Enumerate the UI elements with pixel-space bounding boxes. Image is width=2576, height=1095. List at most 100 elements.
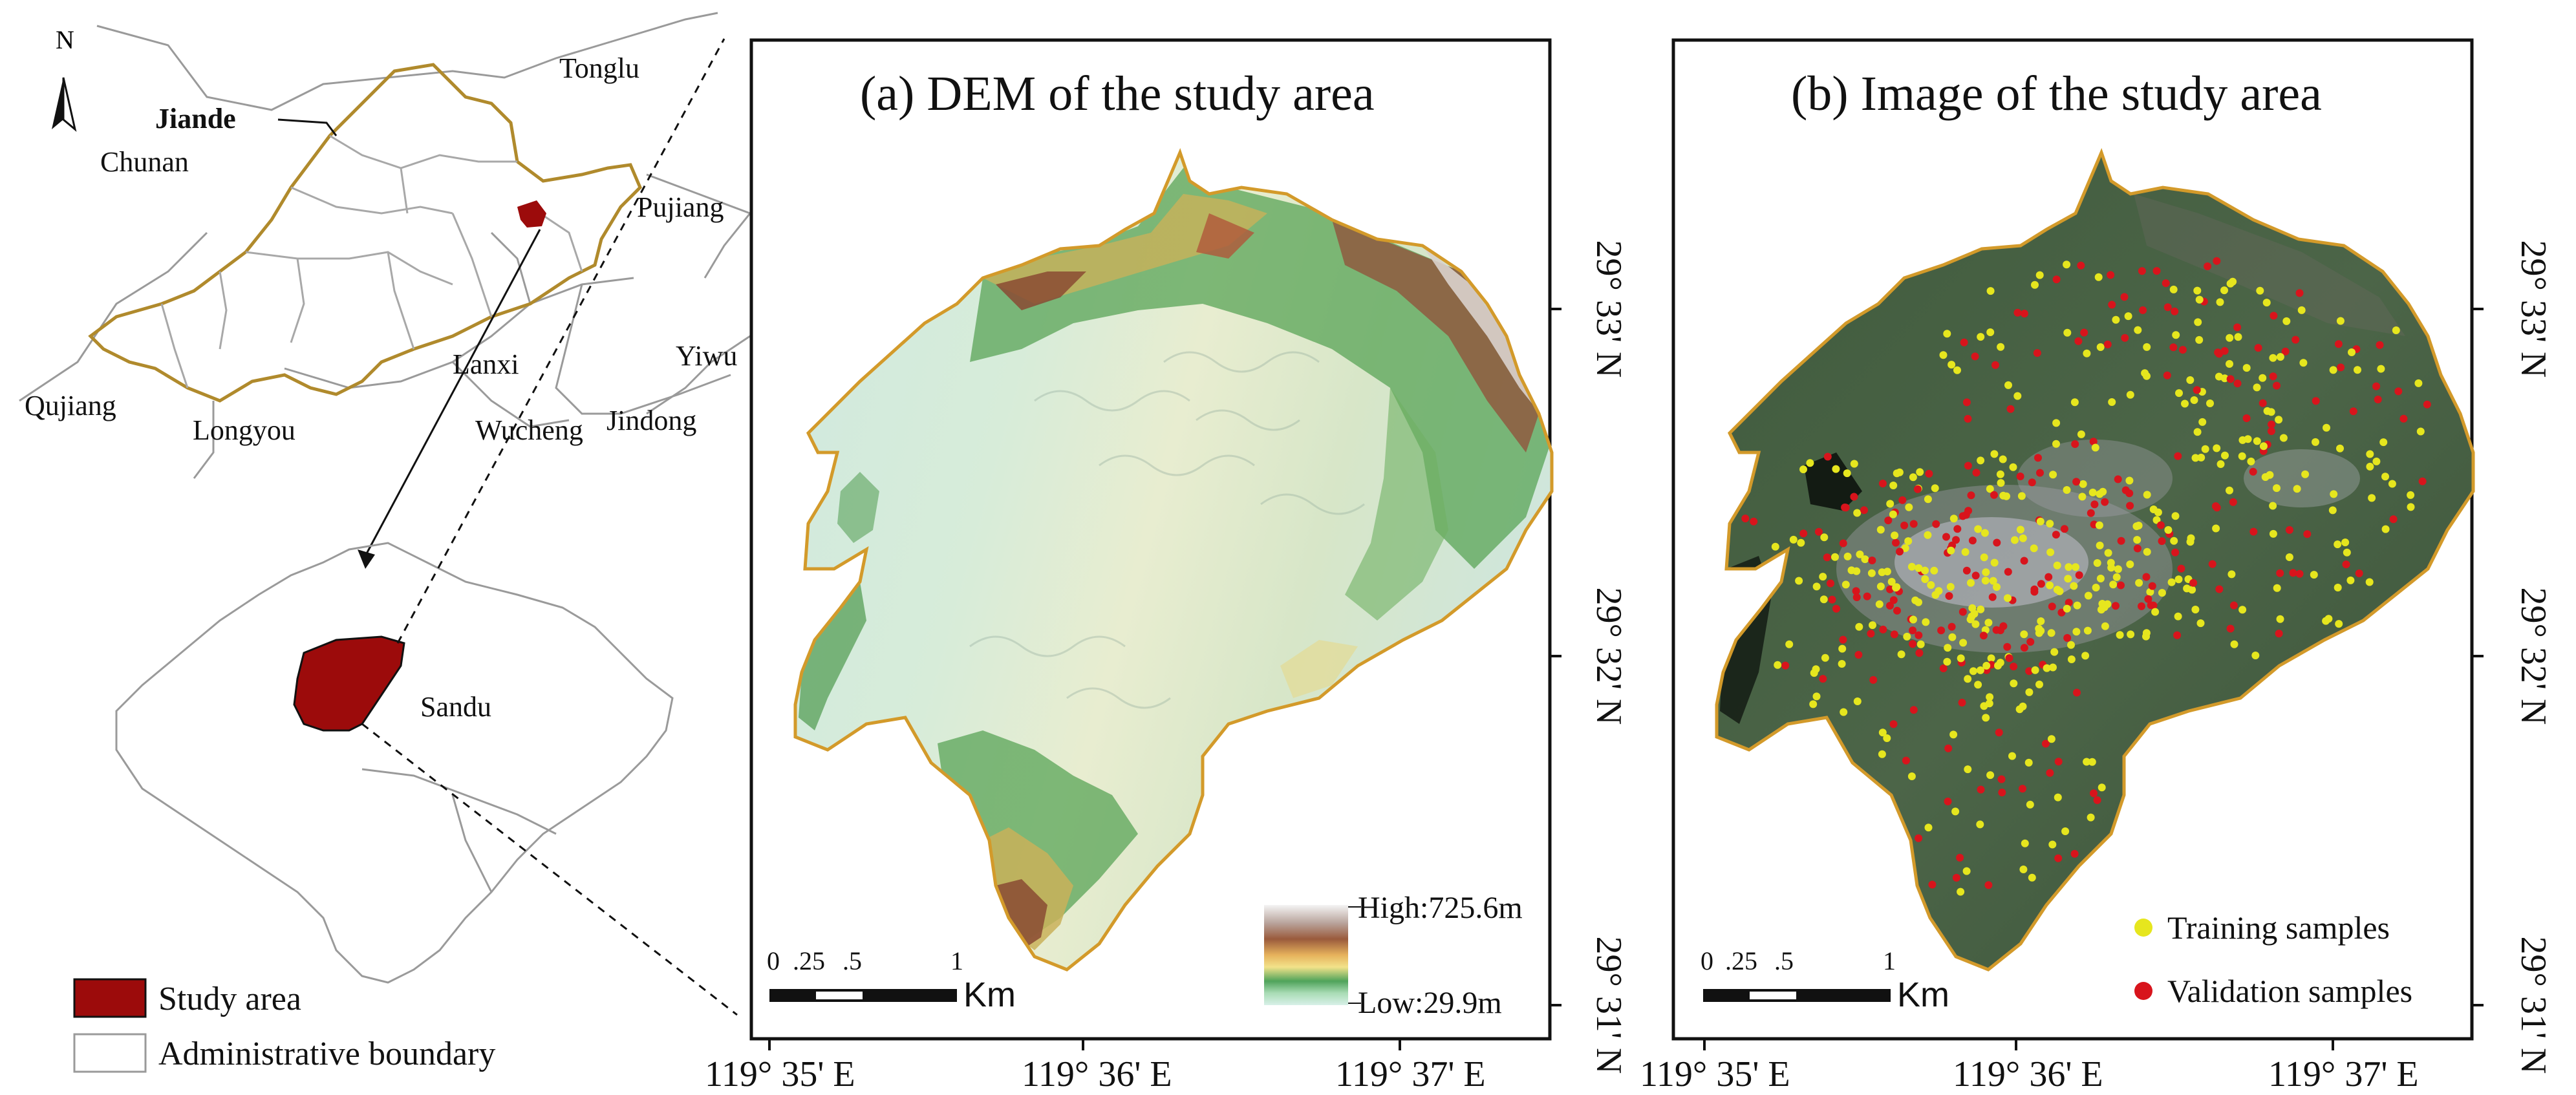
dem-legend: High:725.6m Low:29.9m [1264,891,1523,1020]
training-sample-point [2070,398,2079,407]
scale-b-unit: Km [1897,975,1949,1014]
training-sample-point [1916,468,1924,476]
training-sample-point [2077,430,2085,438]
training-sample-point [1821,654,1829,662]
training-sample-point [2031,281,2039,289]
validation-sample-point [2242,414,2251,422]
validation-sample-point [2089,438,2098,446]
legend-admin-boundary: Administrative boundary [158,1036,495,1072]
training-sample-point [2035,271,2044,279]
training-sample-point [2081,652,2090,660]
training-sample-point [2275,416,2283,424]
training-sample-point [2348,348,2356,356]
validation-sample-point [1944,744,1953,752]
validation-sample-point [1841,504,1850,512]
training-sample-point [1924,531,1932,539]
training-sample-point [2190,396,2198,404]
validation-sample-point [2144,595,2152,603]
validation-sample-point [1984,881,1993,889]
satellite-image [1717,153,2473,970]
training-sample-point [2196,619,2205,628]
validation-sample-point [1850,493,1858,501]
training-sample-point [1819,573,1827,581]
lon-label-b-1: 119° 35' E [1640,1054,1790,1092]
training-sample-point [1892,584,1900,592]
validation-sample-point [2220,346,2229,355]
legend-validation: Validation samples [2167,973,2412,1009]
training-sample-point [2134,522,2143,529]
training-sample-point [1887,578,1896,586]
dem-legend-high: High:725.6m [1358,891,1523,925]
validation-sample-point [1991,361,1999,369]
validation-sample-point [2019,785,2026,793]
training-sample-point [2030,544,2038,553]
validation-sample-point [2213,257,2221,265]
validation-sample-point [1960,338,1968,346]
training-sample-point [1962,867,1971,875]
validation-sample-point [1995,728,2003,737]
training-sample-point [2078,493,2087,501]
training-sample-point [2414,379,2423,387]
validation-sample-point [1823,553,1831,562]
validation-sample-point [1999,622,2008,630]
validation-sample-point [2158,537,2166,546]
validation-sample-point [2114,475,2122,484]
training-sample-point [2193,428,2202,436]
validation-sample-point [2355,569,2363,577]
validation-sample-point [2214,348,2222,357]
training-sample-point [2049,471,2057,479]
validation-sample-point [2177,564,2185,573]
sample-legend: Training samples Validation samples [2134,909,2412,1009]
validation-sample-point [2289,569,2297,577]
lat-label-a-3: 29° 31' N [1589,937,1629,1074]
training-sample-point [2083,349,2091,357]
validation-sample-point [2337,363,2345,372]
validation-sample-point [2295,569,2304,578]
validation-sample-point [1890,630,1898,639]
training-sample-point [2242,364,2251,372]
validation-sample-point [2072,478,2081,486]
training-sample-point [2114,565,2122,573]
training-sample-point [2377,365,2385,373]
training-sample-point [2269,354,2277,362]
training-sample-point [2273,584,2281,592]
training-sample-point [2195,295,2204,304]
training-sample-point [1843,552,1852,560]
jiande-leader-line [277,118,338,136]
validation-sample-point [2020,557,2028,565]
training-sample-point [1986,287,1995,295]
validation-sample-point [1839,539,1847,548]
validation-sample-point [2026,638,2035,646]
training-sample-point [1878,728,1887,737]
training-sample-point [2072,563,2079,571]
locator-legend: Study area Administrative boundary [73,978,495,1073]
validation-sample-point [2060,525,2068,533]
training-sample-point [2197,453,2206,462]
training-sample-point [1831,553,1839,561]
validation-sample-point [2285,526,2293,534]
validation-sample-point [1962,398,1971,407]
place-pujiang: Pujiang [637,191,724,223]
training-sample-point [1980,529,1989,537]
dem-raster [795,153,1552,970]
training-sample-point [1976,666,1984,674]
legend-training: Training samples [2167,909,2390,946]
validation-sample-point [2148,582,2156,590]
validation-sample-point [1884,516,1893,525]
training-sample-point [2341,538,2350,547]
training-sample-point [2226,279,2235,288]
validation-sample-point [2169,343,2178,352]
validation-sample-point [2269,372,2277,381]
training-sample-point [2191,454,2200,462]
validation-sample-point [2034,454,2042,462]
training-sample-point [1949,730,1958,739]
training-sample-point [1901,544,1909,552]
validation-sample-point [2215,585,2224,593]
validation-sample-point [1953,525,1962,533]
training-sample-point [2046,548,2055,557]
training-sample-point [2379,438,2388,447]
training-sample-point [2112,315,2120,324]
validation-sample-point [1948,622,1956,631]
training-sample-point [2053,586,2061,594]
validation-sample-point [1869,675,1878,684]
